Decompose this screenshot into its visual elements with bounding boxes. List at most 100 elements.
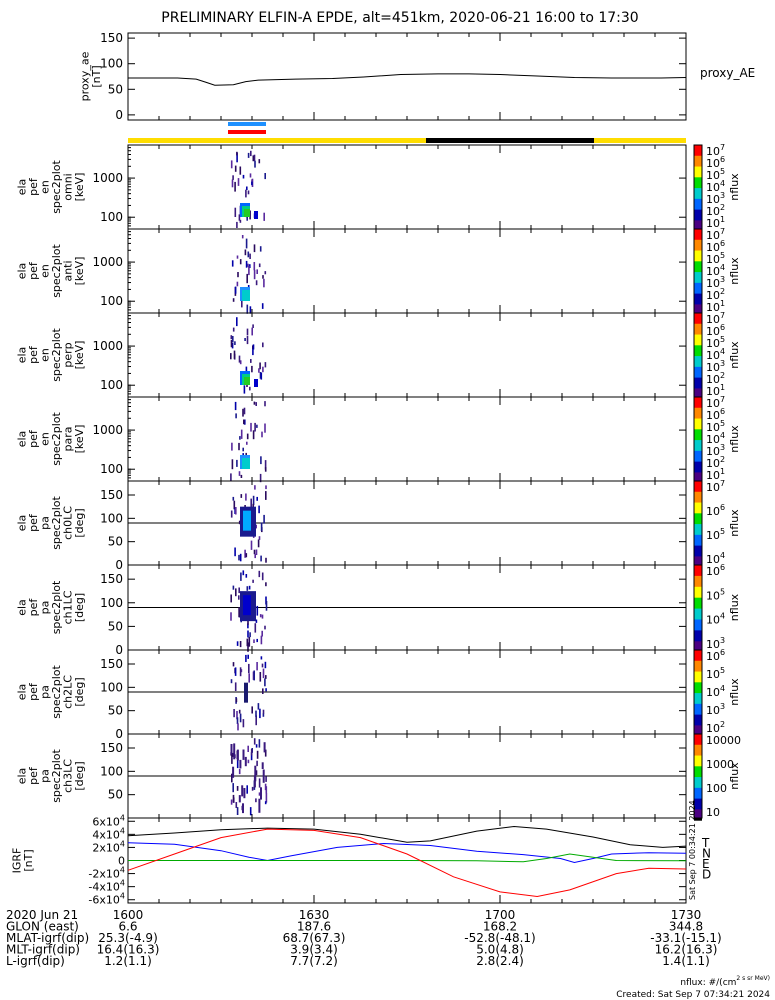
- colorbar-segment: [694, 710, 702, 714]
- y-tick-label: 100: [100, 294, 123, 308]
- colorbar-tick-label: 105: [706, 335, 725, 350]
- spectrogram-pixel: [254, 553, 256, 559]
- igrf-series-line-d: [127, 828, 687, 898]
- spectrogram-pixel: [259, 362, 261, 370]
- spectrogram-pixel: [244, 249, 247, 256]
- spectrogram-pixel: [246, 441, 248, 445]
- colorbar-segment: [694, 409, 702, 413]
- spectrogram-pixel: [249, 210, 251, 220]
- spectrogram-pixel: [262, 769, 265, 783]
- spectrogram-pixel: [230, 594, 232, 603]
- colorbar-tick-label: 102: [706, 720, 725, 735]
- colorbar-segment: [694, 254, 702, 258]
- spectrogram-pixel: [257, 539, 260, 548]
- spectrogram-pixel: [230, 339, 233, 348]
- spectrogram-pixel: [232, 752, 234, 757]
- footer-row-value: 5.0(4.8): [476, 943, 524, 957]
- colorbar-label: nflux: [728, 341, 741, 369]
- colorbar-segment: [694, 201, 702, 204]
- spectrogram-pixel: [265, 601, 268, 611]
- perp-ylabel-line: pef: [27, 345, 40, 364]
- colorbar-segment: [694, 345, 702, 349]
- colorbar-segment: [694, 757, 702, 761]
- colorbar-tick-label: 10: [706, 806, 720, 819]
- y-tick-label: 100: [100, 378, 123, 392]
- spectrogram-pixel: [251, 365, 253, 373]
- spectrogram-pixel: [236, 255, 239, 259]
- colorbar-segment: [694, 263, 702, 267]
- colorbar-tick-label: 107: [706, 395, 725, 410]
- colorbar-tick-label: 104: [706, 431, 725, 446]
- spectrogram-pixel: [261, 614, 264, 619]
- y-tick-label: 1000: [92, 171, 123, 185]
- colorbar-segment: [694, 811, 702, 815]
- colorbar-segment: [694, 229, 702, 232]
- spectrogram-pixel: [258, 798, 261, 813]
- colorbar-segment: [694, 652, 702, 655]
- spectrogram-pixel: [254, 422, 256, 432]
- colorbar-segment: [694, 151, 702, 155]
- spectrogram-pixel: [265, 582, 267, 587]
- para-ylabel-line: pef: [27, 429, 40, 448]
- y-tick-label: 100: [100, 764, 123, 778]
- spectrogram-pixel: [235, 588, 237, 597]
- spectrogram-pixel: [234, 341, 236, 345]
- colorbar-segment: [694, 313, 702, 316]
- colorbar-segment: [694, 688, 702, 692]
- colorbar-segment: [694, 349, 702, 353]
- colorbar-tick-label: 104: [706, 263, 725, 278]
- spectrogram-pixel: [230, 679, 233, 684]
- colorbar-segment: [694, 179, 702, 183]
- colorbar-segment: [694, 500, 702, 504]
- spectrogram-pixel: [231, 179, 234, 188]
- colorbar-segment: [694, 647, 702, 651]
- spectrogram-pixel: [247, 623, 249, 629]
- spectrogram-pixel: [247, 618, 249, 625]
- colorbar-segment: [694, 693, 702, 696]
- spectrogram-pixel: [234, 401, 237, 411]
- spectrogram-pixel: [235, 698, 238, 702]
- spectrogram-pixel: [234, 286, 237, 294]
- spectrogram-pixel: [237, 723, 239, 731]
- spectrogram-pixel: [265, 688, 267, 692]
- spectrogram-pixel: [232, 794, 235, 803]
- spectrogram-pixel: [255, 744, 258, 748]
- spectrogram-pixel: [244, 756, 247, 767]
- spectrogram-core: [254, 211, 258, 219]
- colorbar-segment: [694, 734, 702, 737]
- spectrogram-pixel: [260, 372, 263, 380]
- y-tick-label: -4x104: [88, 879, 125, 894]
- spectrogram-pixel: [256, 638, 258, 643]
- colorbar-segment: [694, 272, 702, 275]
- spectrogram-pixel: [262, 668, 265, 679]
- spectrogram-pixel: [236, 281, 239, 287]
- ch3lc-ylabel-line: ch3LC: [61, 759, 74, 793]
- colorbar-segment: [694, 731, 702, 735]
- colorbar-segment: [694, 673, 702, 677]
- spectrogram-pixel: [231, 754, 233, 764]
- spectrogram-pixel: [264, 423, 266, 433]
- spectrogram-pixel: [253, 401, 256, 405]
- colorbar-segment: [694, 595, 702, 599]
- spectrogram-pixel: [252, 344, 255, 350]
- spectrogram-pixel: [253, 154, 256, 162]
- colorbar-segment: [694, 712, 702, 716]
- spectrogram-pixel: [245, 238, 248, 249]
- spectrogram-pixel: [238, 355, 241, 363]
- colorbar-tick-label: 104: [706, 551, 725, 566]
- colorbar-segment: [694, 399, 702, 402]
- spectrogram-pixel: [231, 442, 233, 451]
- para-ylabel-line: spec2plot: [50, 412, 63, 466]
- colorbar-segment: [694, 347, 702, 351]
- spectrogram-pixel: [259, 614, 262, 618]
- ch3lc-ylabel-line: pef: [27, 766, 40, 785]
- spectrogram-pixel: [236, 221, 238, 228]
- spectrogram-core: [242, 458, 250, 469]
- spectrogram-pixel: [262, 275, 264, 279]
- colorbar-tick-label: 105: [706, 167, 725, 182]
- colorbar-segment: [694, 645, 702, 649]
- spectrogram-pixel: [235, 413, 237, 419]
- spectrogram-pixel: [252, 579, 254, 583]
